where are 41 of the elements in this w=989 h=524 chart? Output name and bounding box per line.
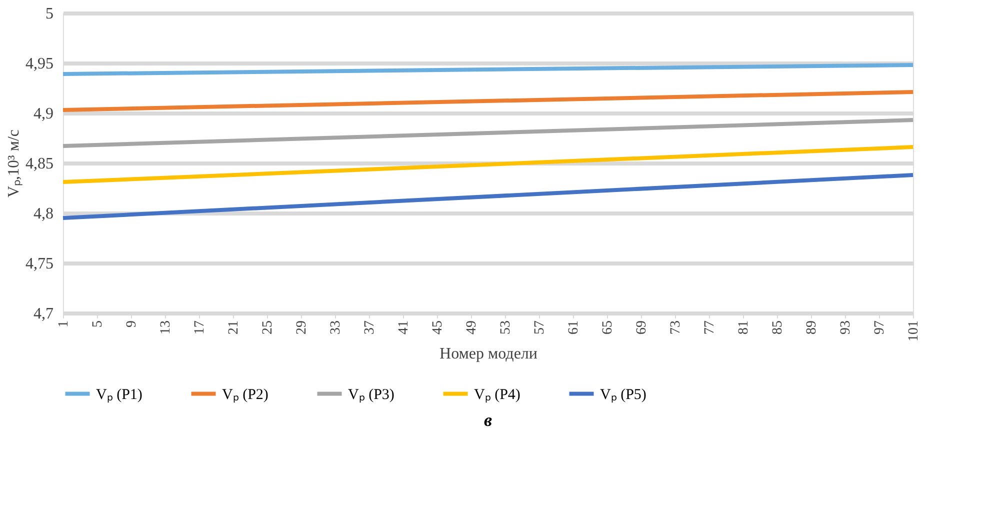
legend-label: Vₚ (P4) — [474, 386, 520, 403]
legend-label: Vₚ (P2) — [222, 386, 268, 403]
x-tick-label: 69 — [634, 320, 650, 334]
x-axis-title: Номер модели — [440, 346, 538, 362]
x-tick-label: 81 — [736, 320, 752, 334]
y-tick-label: 4,9 — [34, 106, 54, 122]
x-tick-label: 21 — [226, 320, 242, 334]
x-tick-label: 65 — [600, 320, 616, 334]
y-tick-label: 5 — [46, 6, 54, 22]
y-axis-title: Vₚ,10³ м/с — [6, 129, 22, 198]
x-tick-label: 17 — [192, 320, 208, 334]
x-tick-label: 93 — [838, 320, 854, 334]
x-tick-label: 53 — [498, 320, 514, 334]
x-tick-label: 37 — [362, 320, 378, 334]
x-tick-label: 45 — [430, 320, 446, 334]
x-tick-label: 97 — [872, 320, 888, 334]
text: в — [484, 410, 492, 430]
y-tick-label: 4,95 — [26, 56, 54, 72]
legend-label: Vₚ (P3) — [348, 386, 394, 403]
x-tick-label: 89 — [804, 320, 820, 334]
y-tick-label: 4,7 — [34, 306, 54, 322]
legend-label: Vₚ (P5) — [600, 386, 646, 403]
x-tick-label: 33 — [328, 320, 344, 334]
x-tick-label: 49 — [464, 320, 480, 334]
y-tick-label: 4,85 — [26, 156, 54, 172]
x-tick-label: 9 — [124, 320, 140, 328]
x-tick-label: 73 — [668, 320, 684, 334]
y-tick-label: 4,75 — [26, 256, 54, 272]
legend-label: Vₚ (P1) — [96, 386, 142, 403]
x-tick-label: 85 — [770, 320, 786, 334]
y-tick-label: 4,8 — [34, 206, 54, 222]
x-tick-label: 29 — [294, 320, 310, 334]
x-tick-label: 57 — [532, 320, 548, 334]
x-tick-label: 1 — [56, 320, 72, 328]
x-tick-label: 61 — [566, 320, 582, 334]
x-tick-label: 101 — [906, 320, 922, 342]
x-tick-label: 25 — [260, 320, 276, 334]
x-tick-label: 77 — [702, 320, 718, 334]
x-tick-label: 41 — [396, 320, 412, 334]
x-tick-label: 5 — [90, 320, 106, 328]
x-tick-label: 13 — [158, 320, 174, 334]
